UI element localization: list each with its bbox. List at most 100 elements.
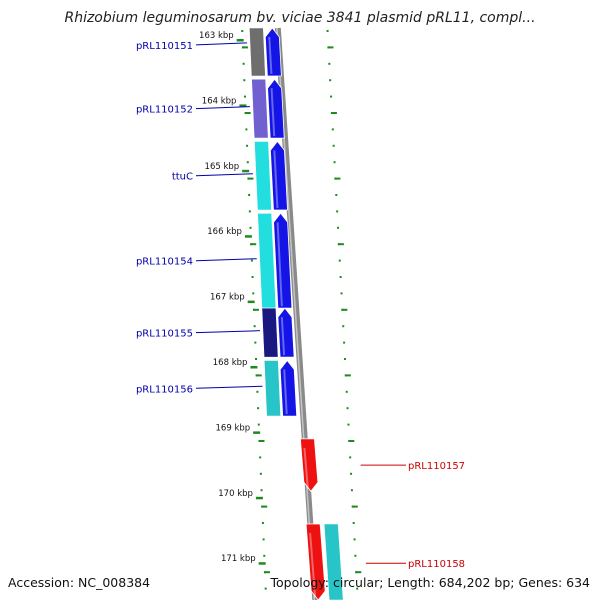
guide-dot [346, 407, 349, 410]
topology-text: Topology: circular; Length: 684,202 bp; … [270, 575, 591, 590]
guide-dot [257, 407, 260, 410]
scale-tick [244, 235, 252, 238]
accession-text: Accession: NC_008384 [8, 575, 151, 590]
guide-minor-tick [241, 46, 248, 49]
guide-dot [329, 79, 332, 82]
gene-label-pRL110158[interactable]: pRL110158 [408, 559, 465, 570]
gene-arrow-shine [273, 150, 279, 209]
guide-dot [250, 259, 253, 262]
scale-tick-label: 168 kbp [213, 358, 248, 368]
guide-minor-tick [327, 46, 334, 49]
guide-dot [255, 358, 258, 360]
dotted-guide-rings [241, 30, 362, 590]
guide-dot [254, 341, 257, 344]
guide-dot [259, 456, 262, 459]
guide-dot [340, 292, 343, 295]
guide-dot [249, 226, 252, 229]
gene-leader-line [195, 258, 257, 262]
guide-minor-tick [355, 571, 362, 574]
scale-tick [236, 39, 244, 42]
gene-label-pRL110157[interactable]: pRL110157 [408, 461, 465, 472]
guide-dot [248, 194, 251, 196]
gene-label-ttuC[interactable]: ttuC [172, 172, 193, 183]
guide-minor-tick [252, 308, 259, 311]
gene-arrow-pRL110155[interactable] [277, 307, 295, 358]
scale-tick-label: 170 kbp [218, 489, 253, 499]
guide-dot [350, 472, 353, 475]
map-title: Rhizobium leguminosarum bv. viciae 3841 … [64, 10, 536, 26]
scale-tick-label: 164 kbp [202, 96, 237, 106]
guide-dot [259, 472, 262, 475]
gene-labels[interactable]: pRL110151 pRL110152 ttuC pRL110154 pRL110155… [136, 41, 465, 570]
guide-dot [350, 489, 353, 492]
scale-tick [239, 104, 247, 107]
guide-dot [343, 341, 346, 344]
guide-dot [331, 128, 334, 131]
guide-dot [345, 390, 348, 393]
scale-tick-label: 166 kbp [207, 227, 242, 237]
scale-tick [250, 366, 258, 369]
guide-dot [246, 161, 249, 164]
gene-label-pRL110156[interactable]: pRL110156 [136, 384, 193, 395]
guide-dot [343, 358, 346, 360]
cog-block-pRL110151 [248, 27, 266, 77]
guide-dot [243, 79, 246, 82]
guide-minor-tick [341, 308, 348, 311]
scale-tick-label: 165 kbp [205, 162, 240, 172]
scale-tick [247, 300, 255, 304]
guide-minor-tick [255, 374, 262, 377]
gene-arrow-pRL110151[interactable] [264, 27, 282, 77]
guide-dot [352, 522, 355, 524]
backbone-ring [274, 27, 319, 600]
guide-minor-tick [250, 243, 257, 246]
scale-tick-label: 163 kbp [199, 31, 234, 41]
guide-minor-tick [261, 505, 268, 508]
guide-dot [354, 554, 357, 557]
scale-tick [242, 169, 250, 173]
gene-arrow-shine [276, 222, 283, 307]
guide-dot [328, 62, 331, 65]
gene-label-pRL110155[interactable]: pRL110155 [136, 329, 193, 340]
cog-block-ttuC [254, 141, 272, 211]
guide-minor-tick [258, 440, 265, 442]
scale-ticks: 163 kbp 164 kbp 165 kbp 166 kbp 167 kbp 168 k… [199, 31, 266, 565]
gene-arrow-pRL110152[interactable] [267, 78, 285, 139]
cog-block-pRL110155 [261, 307, 279, 358]
guide-minor-tick [334, 177, 341, 180]
gene-label-pRL110154[interactable]: pRL110154 [136, 257, 193, 268]
gene-arrow-shine [268, 36, 273, 75]
guide-dot [260, 489, 263, 492]
guide-dot [251, 276, 254, 278]
scale-tick-label: 171 kbp [221, 554, 256, 564]
guide-dot [261, 522, 264, 524]
guide-dot [342, 325, 345, 328]
guide-dot [263, 554, 266, 557]
gene-arrow-shine [280, 317, 286, 356]
gene-leader-line [195, 106, 250, 110]
gene-arrow-pRL110156[interactable] [279, 359, 298, 417]
gene-arrow-ttuC[interactable] [269, 140, 288, 211]
gene-arrow-pRL110158[interactable] [305, 523, 326, 600]
guide-minor-tick [348, 440, 355, 442]
guide-dot [332, 144, 335, 147]
guide-dot [337, 226, 340, 229]
guide-dot [349, 456, 352, 459]
guide-dot [338, 259, 341, 262]
cog-block-pRL110154 [257, 213, 277, 309]
guide-minor-tick [344, 374, 351, 377]
scale-tick [258, 562, 266, 565]
gene-label-pRL110152[interactable]: pRL110152 [136, 105, 193, 116]
guide-dot [244, 95, 247, 98]
guide-minor-tick [263, 571, 270, 574]
cog-block-pRL110158 [323, 523, 344, 600]
guide-dot [335, 194, 338, 196]
guide-minor-tick [337, 243, 344, 246]
gene-arrow-shine [270, 88, 276, 137]
guide-dot [330, 95, 333, 98]
gene-label-pRL110151[interactable]: pRL110151 [136, 41, 193, 52]
gene-arrow-shine [303, 447, 309, 490]
cog-block-pRL110156 [263, 360, 282, 417]
gene-arrow-pRL110157[interactable] [299, 438, 319, 492]
scale-tick [255, 496, 263, 500]
